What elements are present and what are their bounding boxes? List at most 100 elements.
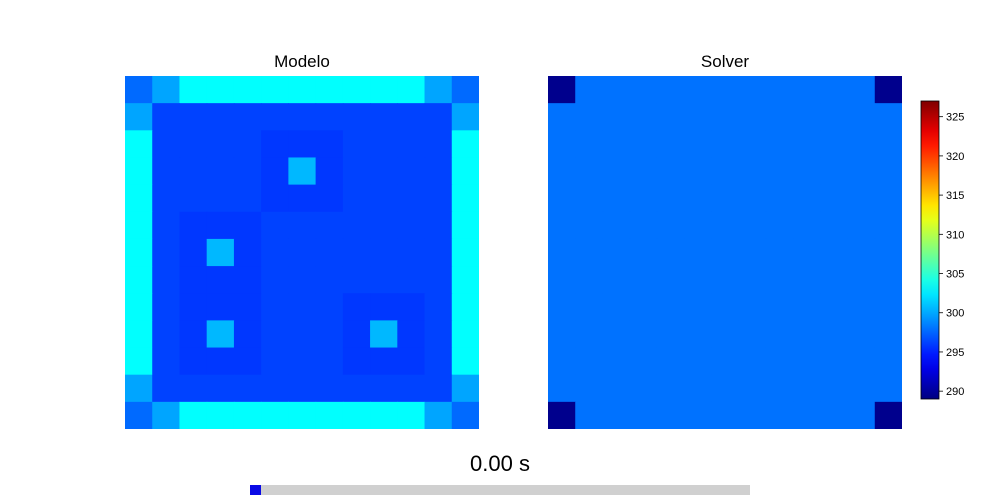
modelo-cell-5-11: [424, 211, 453, 240]
modelo-cell-3-9: [370, 157, 398, 186]
solver-cell-8-3: [629, 293, 658, 321]
solver-cell-6-6: [711, 238, 740, 267]
solver-cell-5-0: [548, 211, 576, 240]
solver-cell-4-6: [711, 184, 740, 213]
modelo-cell-0-0: [125, 76, 153, 104]
modelo-cell-7-0: [125, 266, 153, 294]
modelo-cell-9-3: [206, 320, 235, 349]
modelo-cell-6-5: [261, 238, 289, 267]
modelo-cell-8-12: [451, 293, 479, 321]
modelo-cell-3-4: [233, 157, 262, 186]
modelo-cell-9-11: [424, 320, 453, 349]
solver-cell-4-5: [684, 184, 712, 213]
time-slider-handle[interactable]: [250, 485, 261, 495]
modelo-cell-6-8: [342, 238, 371, 267]
modelo-cell-12-7: [315, 401, 344, 429]
modelo-cell-4-10: [397, 184, 426, 213]
modelo-cell-12-3: [206, 401, 235, 429]
modelo-cell-4-8: [342, 184, 371, 213]
modelo-cell-2-12: [451, 130, 479, 159]
solver-cell-11-5: [684, 374, 712, 403]
solver-cell-9-5: [684, 320, 712, 349]
modelo-cell-4-3: [206, 184, 235, 213]
modelo-cell-2-5: [261, 130, 289, 159]
modelo-cell-12-10: [397, 401, 426, 429]
modelo-cell-1-10: [397, 103, 426, 131]
solver-cell-8-7: [738, 293, 767, 321]
modelo-cell-3-3: [206, 157, 235, 186]
modelo-cell-9-1: [152, 320, 181, 349]
solver-cell-10-0: [548, 347, 576, 376]
solver-cell-12-4: [656, 401, 685, 429]
modelo-cell-5-6: [288, 211, 317, 240]
modelo-cell-1-1: [152, 103, 181, 131]
solver-cell-3-8: [765, 157, 794, 186]
modelo-cell-8-4: [233, 293, 262, 321]
solver-cell-5-4: [656, 211, 685, 240]
solver-cell-11-2: [602, 374, 631, 403]
solver-cell-0-1: [575, 76, 604, 104]
modelo-cell-5-5: [261, 211, 289, 240]
modelo-cell-6-9: [370, 238, 398, 267]
solver-cell-10-9: [793, 347, 821, 376]
modelo-cell-6-3: [206, 238, 235, 267]
solver-cell-2-12: [874, 130, 902, 159]
solver-cell-8-9: [793, 293, 821, 321]
modelo-cell-11-9: [370, 374, 398, 403]
modelo-cell-11-12: [451, 374, 479, 403]
time-slider[interactable]: [250, 485, 750, 495]
solver-cell-7-8: [765, 266, 794, 294]
solver-cell-8-1: [575, 293, 604, 321]
solver-cell-3-0: [548, 157, 576, 186]
modelo-cell-0-9: [370, 76, 398, 104]
solver-cell-3-4: [656, 157, 685, 186]
solver-cell-9-0: [548, 320, 576, 349]
solver-cell-9-3: [629, 320, 658, 349]
modelo-cell-9-2: [179, 320, 208, 349]
modelo-cell-10-4: [233, 347, 262, 376]
solver-cell-2-10: [820, 130, 849, 159]
solver-cell-4-10: [820, 184, 849, 213]
solver-cell-6-12: [874, 238, 902, 267]
solver-cell-1-7: [738, 103, 767, 131]
modelo-cell-2-9: [370, 130, 398, 159]
modelo-cell-12-2: [179, 401, 208, 429]
modelo-cell-5-9: [370, 211, 398, 240]
modelo-cell-8-5: [261, 293, 289, 321]
solver-cell-4-7: [738, 184, 767, 213]
modelo-cell-5-10: [397, 211, 426, 240]
solver-cell-3-9: [793, 157, 821, 186]
solver-cell-1-5: [684, 103, 712, 131]
solver-cell-11-4: [656, 374, 685, 403]
solver-cell-7-6: [711, 266, 740, 294]
modelo-cell-4-2: [179, 184, 208, 213]
modelo-cell-7-5: [261, 266, 289, 294]
modelo-cell-3-5: [261, 157, 289, 186]
modelo-cell-7-12: [451, 266, 479, 294]
modelo-cell-1-8: [342, 103, 371, 131]
modelo-cell-1-3: [206, 103, 235, 131]
solver-cell-6-10: [820, 238, 849, 267]
modelo-cell-11-4: [233, 374, 262, 403]
solver-cell-12-7: [738, 401, 767, 429]
colorbar-tick-label: 300: [946, 308, 964, 320]
modelo-cell-2-6: [288, 130, 317, 159]
solver-cell-6-0: [548, 238, 576, 267]
modelo-cell-8-2: [179, 293, 208, 321]
solver-cell-7-0: [548, 266, 576, 294]
solver-cell-5-9: [793, 211, 821, 240]
solver-cell-11-8: [765, 374, 794, 403]
solver-cell-2-7: [738, 130, 767, 159]
modelo-cell-8-11: [424, 293, 453, 321]
modelo-cell-11-6: [288, 374, 317, 403]
modelo-cell-12-9: [370, 401, 398, 429]
solver-cell-9-8: [765, 320, 794, 349]
solver-cell-11-10: [820, 374, 849, 403]
solver-cell-6-1: [575, 238, 604, 267]
modelo-cell-10-3: [206, 347, 235, 376]
solver-cell-6-2: [602, 238, 631, 267]
solver-cell-4-11: [847, 184, 876, 213]
modelo-cell-5-12: [451, 211, 479, 240]
modelo-cell-10-12: [451, 347, 479, 376]
solver-cell-1-3: [629, 103, 658, 131]
